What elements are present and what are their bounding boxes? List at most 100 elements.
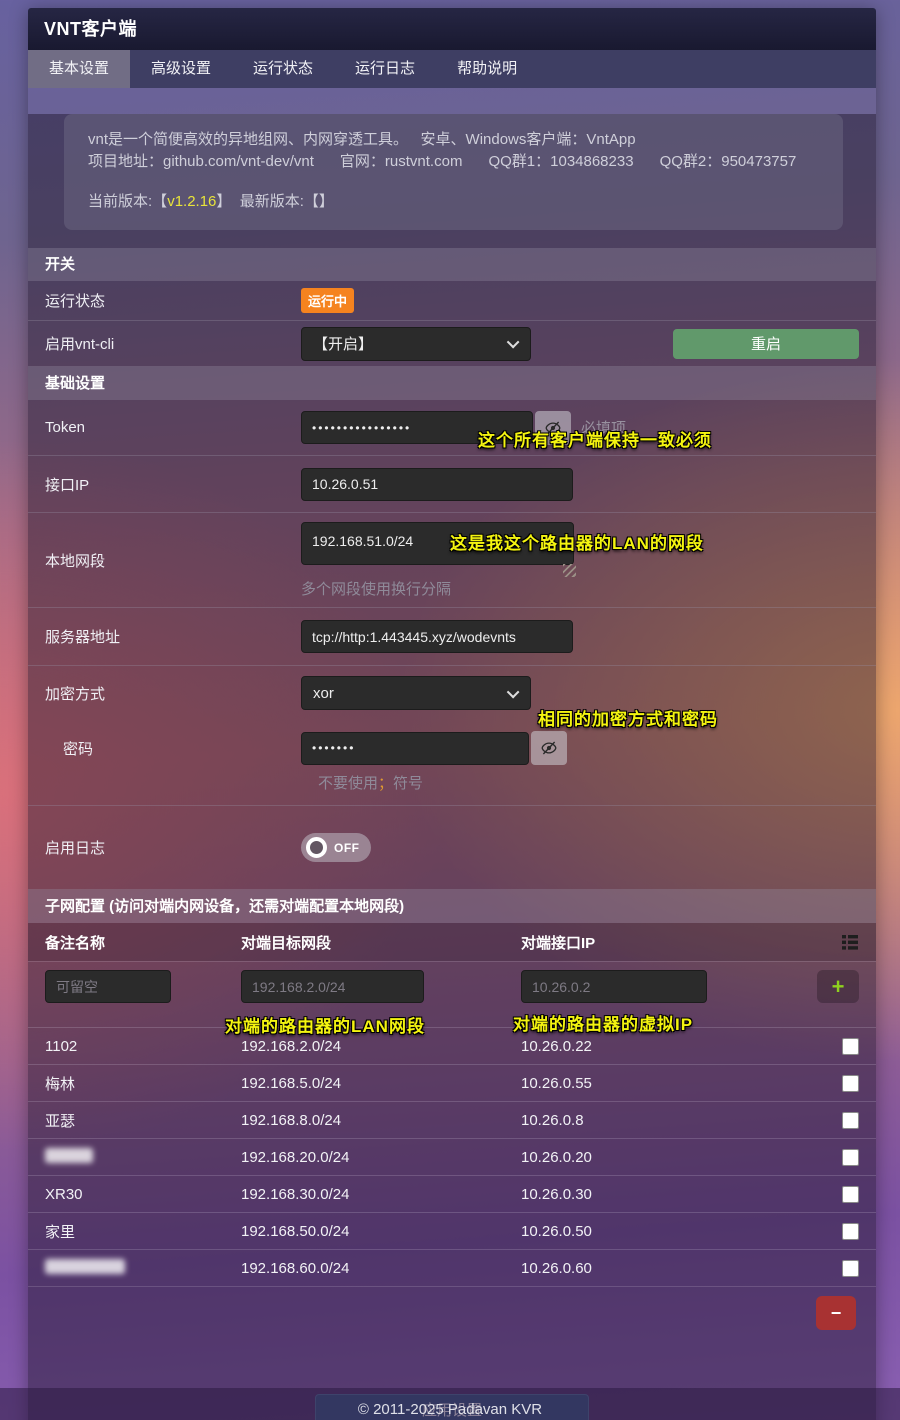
local-subnet-textarea[interactable] (301, 521, 574, 565)
row-ip: 10.26.0.22 (521, 1037, 592, 1055)
table-row: 梅林 192.168.5.0/24 10.26.0.55 (28, 1064, 876, 1101)
row-name: 梅林 (45, 1075, 76, 1093)
tab-advanced-settings[interactable]: 高级设置 (151, 60, 212, 77)
row-segment: 192.168.50.0/24 (241, 1222, 350, 1240)
table-row: 192.168.20.0/24 10.26.0.20 (28, 1138, 876, 1175)
copyright-text: © 2011-2025 Padavan KVR (357, 1401, 543, 1418)
table-row: 家里 192.168.50.0/24 10.26.0.50 (28, 1212, 876, 1249)
tab-run-log[interactable]: 运行日志 (355, 60, 416, 77)
local-subnet-annotation: 这是我这个路由器的LAN的网段 (450, 534, 704, 553)
encryption-annotation: 相同的加密方式和密码 (538, 710, 718, 729)
tab-basic-settings[interactable]: 基本设置 (28, 50, 131, 88)
row-checkbox[interactable] (842, 1259, 859, 1277)
password-hint: 不要使用；符号 (318, 775, 424, 792)
encryption-row: 加密方式 xor 密码 不要使用；符号 相同的加密方式和密码 (28, 666, 876, 806)
row-ip: 10.26.0.30 (521, 1185, 592, 1203)
status-badge: 运行中 (301, 288, 355, 313)
peer-ip-annotation: 对端的路由器的虚拟IP (513, 1015, 694, 1034)
row-name: 1102 (45, 1037, 78, 1055)
password-input[interactable] (301, 731, 529, 765)
chevron-down-icon (506, 335, 520, 349)
row-ip: 10.26.0.55 (521, 1074, 592, 1092)
enable-vnt-cli-row: 启用vnt-cli 【开启】 重启 (28, 321, 876, 367)
section-switch: 开关 (28, 248, 876, 281)
subnet-table-body: 1102 192.168.2.0/24 10.26.0.22 梅林 192.168.5.… (28, 1027, 876, 1286)
resize-grip-icon[interactable] (563, 563, 576, 577)
section-subnet-config: 子网配置 (访问对端内网设备，还需对端配置本地网段) (28, 890, 876, 923)
table-row: 亚瑟 192.168.8.0/24 10.26.0.8 (28, 1101, 876, 1138)
show-password-button[interactable] (531, 731, 567, 765)
row-name: 家里 (45, 1223, 76, 1241)
vnt-client-window: VNT客户端 基本设置 高级设置 运行状态 运行日志 帮助说明 vnt是一个简便… (28, 8, 876, 1420)
interface-ip-input[interactable] (301, 467, 573, 501)
qq-group-1: QQ群1：1034868233 (488, 153, 634, 170)
new-ip-input[interactable] (521, 970, 707, 1003)
restart-button[interactable]: 重启 (673, 328, 859, 359)
row-segment: 192.168.20.0/24 (241, 1148, 350, 1166)
row-ip: 10.26.0.50 (521, 1222, 592, 1240)
interface-ip-row: 接口IP (28, 456, 876, 513)
new-name-input[interactable] (45, 970, 171, 1003)
add-row-button[interactable]: + (817, 970, 859, 1003)
new-segment-input[interactable] (241, 970, 424, 1003)
row-ip: 10.26.0.8 (521, 1111, 584, 1129)
row-segment: 192.168.30.0/24 (241, 1185, 350, 1203)
tab-help[interactable]: 帮助说明 (457, 60, 518, 77)
run-status-row: 运行状态 运行中 (28, 281, 876, 321)
info-box: vnt是一个简便高效的异地组网、内网穿透工具。 安卓、Windows客户端：Vn… (64, 114, 843, 230)
row-name: 亚瑟 (45, 1112, 76, 1130)
chevron-down-icon (506, 685, 520, 698)
required-hint: 必填项 (581, 420, 627, 437)
row-ip: 10.26.0.60 (521, 1259, 592, 1277)
row-segment: 192.168.60.0/24 (241, 1259, 350, 1277)
tab-content: vnt是一个简便高效的异地组网、内网穿透工具。 安卓、Windows客户端：Vn… (28, 114, 876, 1420)
token-input[interactable] (301, 411, 533, 444)
qq-group-2: QQ群2：950473757 (659, 153, 797, 170)
enable-log-row: 启用日志 OFF (28, 806, 876, 890)
section-basic: 基础设置 (28, 367, 876, 400)
row-checkbox[interactable] (842, 1185, 859, 1203)
row-checkbox[interactable] (842, 1222, 859, 1240)
local-subnet-hint: 多个网段使用换行分隔 (301, 580, 452, 598)
latest-version: 最新版本:【】 (239, 193, 334, 210)
row-segment: 192.168.8.0/24 (241, 1111, 342, 1129)
row-checkbox[interactable] (842, 1111, 859, 1129)
segment-annotation: 对端的路由器的LAN网段 (225, 1017, 425, 1036)
row-checkbox[interactable] (842, 1074, 859, 1092)
info-line1: vnt是一个简便高效的异地组网、内网穿透工具。 安卓、Windows客户端：Vn… (88, 131, 636, 148)
eye-slash-icon (545, 421, 561, 434)
row-name: XR30 (45, 1185, 83, 1203)
token-annotation: 这个所有客户端保持一致必须 (478, 431, 712, 450)
row-segment: 192.168.5.0/24 (241, 1074, 342, 1092)
token-row: Token 必填项 这个所有客户端保持一致必须 (28, 400, 876, 456)
table-list-icon[interactable] (841, 934, 859, 951)
redacted-name (45, 1147, 93, 1163)
toggle-knob (306, 837, 327, 858)
subnet-table-header: 备注名称 对端目标网段 对端接口IP (28, 923, 876, 961)
row-checkbox[interactable] (842, 1037, 859, 1055)
server-address-row: 服务器地址 (28, 608, 876, 666)
subnet-add-row: + 对端的路由器的LAN网段 对端的路由器的虚拟IP (28, 961, 876, 1036)
version-line: 当前版本:【v1.2.16】 最新版本:【】 (88, 193, 334, 210)
table-row: 1102 192.168.2.0/24 10.26.0.22 (28, 1027, 876, 1064)
official-site: 官网：rustvnt.com (339, 153, 463, 170)
window-title: VNT客户端 (28, 8, 876, 50)
subnet-remove-row: − (28, 1286, 876, 1348)
local-subnet-row: 本地网段 多个网段使用换行分隔 这是我这个路由器的LAN的网段 (28, 513, 876, 608)
info-line2: 项目地址：github.com/vnt-dev/vnt 官网：rustvnt.co… (88, 151, 819, 173)
log-toggle[interactable]: OFF (301, 833, 371, 862)
encryption-select[interactable]: xor (301, 676, 531, 710)
show-password-button[interactable] (535, 410, 571, 445)
project-url: 项目地址：github.com/vnt-dev/vnt (88, 153, 314, 170)
tab-run-status[interactable]: 运行状态 (253, 60, 314, 77)
table-row: 192.168.60.0/24 10.26.0.60 (28, 1249, 876, 1286)
page-footer: © 2011-2025 Padavan KVR (0, 1388, 900, 1420)
remove-rows-button[interactable]: − (816, 1296, 856, 1330)
tab-bar: 基本设置 高级设置 运行状态 运行日志 帮助说明 (28, 50, 876, 88)
row-checkbox[interactable] (842, 1148, 859, 1166)
vnt-cli-select[interactable]: 【开启】 (301, 326, 531, 361)
row-ip: 10.26.0.20 (521, 1148, 592, 1166)
server-address-input[interactable] (301, 620, 573, 653)
table-row: XR30 192.168.30.0/24 10.26.0.30 (28, 1175, 876, 1212)
eye-slash-icon (541, 741, 557, 755)
